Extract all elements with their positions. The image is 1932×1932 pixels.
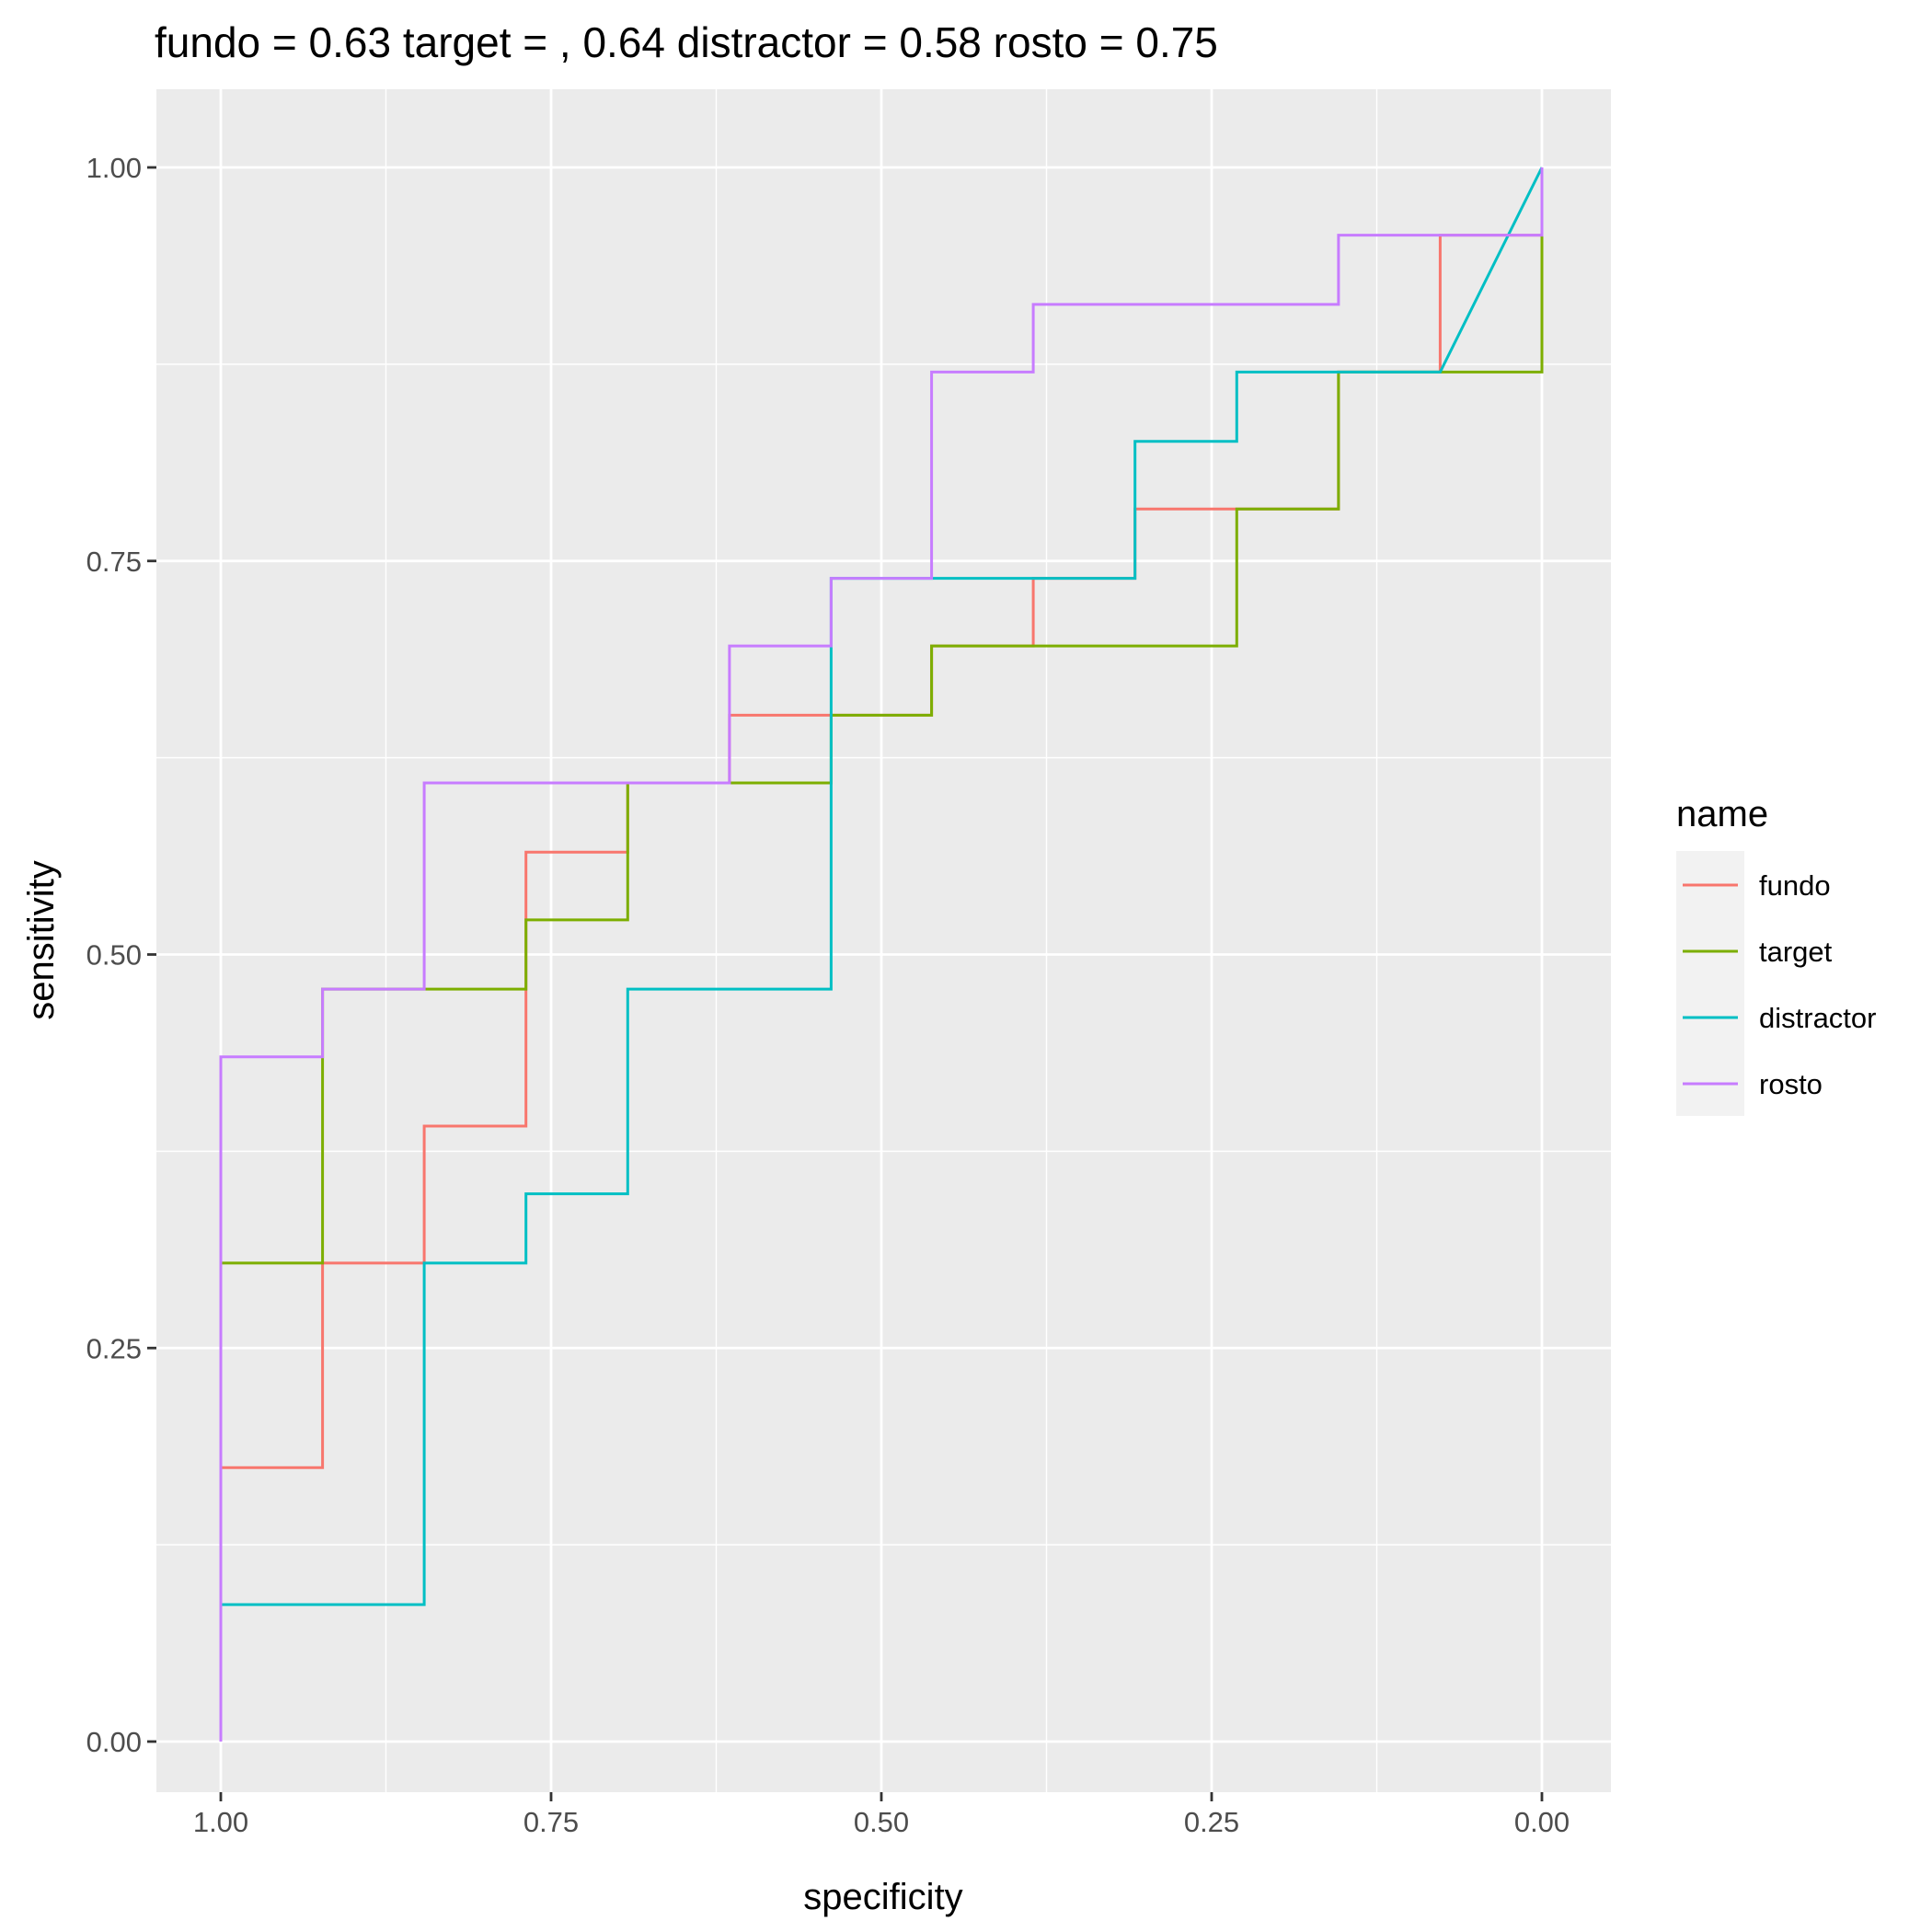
series-line-rosto <box>219 167 1544 1742</box>
y-tick-label: 1.00 <box>86 152 142 184</box>
y-axis-title: sensitivity <box>21 860 62 1019</box>
legend-key-background <box>1676 851 1744 1116</box>
legend-label-target: target <box>1759 936 1833 968</box>
x-tick-label: 0.75 <box>523 1806 579 1838</box>
legend-items: fundo target distractor rosto <box>1683 869 1876 1100</box>
legend-label-fundo: fundo <box>1759 869 1831 902</box>
legend-item-target: target <box>1683 936 1833 968</box>
y-tick-label: 0.75 <box>86 546 142 578</box>
series-lines <box>219 167 1544 1742</box>
series-line-distractor <box>219 167 1544 1742</box>
legend-item-distractor: distractor <box>1683 1002 1876 1034</box>
grid-major <box>156 89 1611 1792</box>
legend-item-fundo: fundo <box>1683 869 1831 902</box>
grid-minor <box>156 89 1611 1792</box>
legend: name fundo target distractor rosto <box>1676 794 1876 1116</box>
legend-label-distractor: distractor <box>1759 1002 1876 1034</box>
x-axis-ticks: 1.00 0.75 0.50 0.25 0.00 <box>193 1792 1570 1838</box>
chart-title: fundo = 0.63 target = , 0.64 distractor … <box>155 18 1218 66</box>
legend-item-rosto: rosto <box>1683 1068 1823 1100</box>
x-tick-label: 0.50 <box>854 1806 909 1838</box>
x-tick-label: 1.00 <box>193 1806 248 1838</box>
x-tick-label: 0.25 <box>1184 1806 1239 1838</box>
y-tick-label: 0.50 <box>86 939 142 972</box>
legend-label-rosto: rosto <box>1759 1068 1823 1100</box>
y-axis-ticks: 0.00 0.25 0.50 0.75 1.00 <box>86 152 156 1758</box>
x-axis-title: specificity <box>803 1877 962 1917</box>
x-tick-label: 0.00 <box>1514 1806 1570 1838</box>
y-tick-label: 0.25 <box>86 1332 142 1364</box>
legend-title: name <box>1676 794 1768 834</box>
plot-panel <box>156 89 1611 1792</box>
y-tick-label: 0.00 <box>86 1726 142 1758</box>
